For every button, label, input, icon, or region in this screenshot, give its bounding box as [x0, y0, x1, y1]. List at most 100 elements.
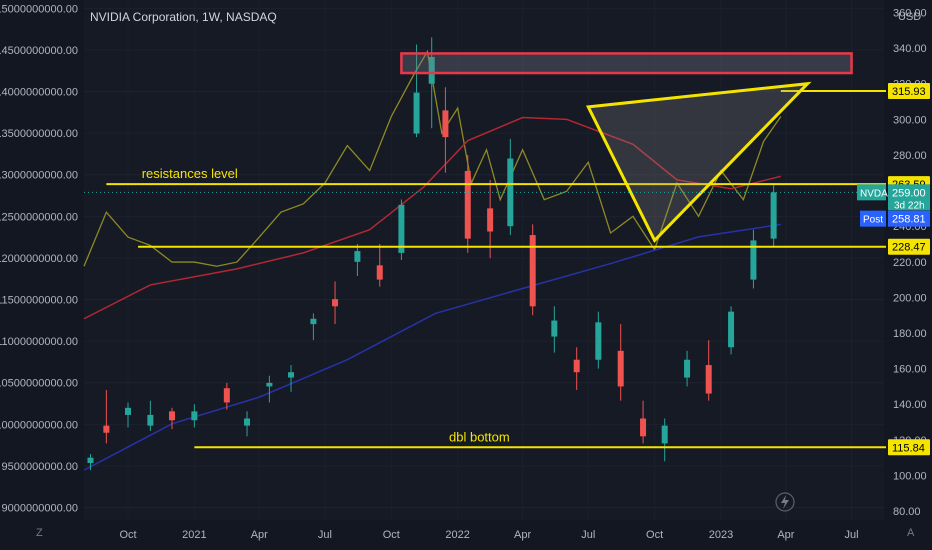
- left-tick-label: 14500000000.00: [0, 45, 78, 57]
- candle-body: [428, 56, 435, 84]
- left-tick-label: 11000000000.00: [0, 336, 78, 348]
- candle-body: [87, 457, 94, 464]
- bar-countdown: 3d 22h: [894, 200, 925, 211]
- right-tick-label: 80.00: [893, 506, 921, 518]
- candle-body: [487, 208, 494, 232]
- candle-body: [147, 414, 154, 426]
- left-tick-label: 14000000000.00: [0, 87, 78, 99]
- candle-body: [464, 170, 471, 239]
- right-tick-label: 360.00: [893, 7, 927, 19]
- moving-average-red-line: [83, 116, 782, 320]
- candle-body: [684, 359, 691, 378]
- double-bottom-label: dbl bottom: [449, 429, 510, 444]
- left-tick-label: 13500000000.00: [0, 128, 78, 140]
- candle-body: [125, 407, 132, 415]
- candle-body: [507, 158, 514, 227]
- corner-left-label[interactable]: Z: [36, 527, 43, 539]
- left-tick-label: 12000000000.00: [0, 253, 78, 265]
- left-tick-label: 15000000000.00: [0, 3, 78, 15]
- right-tick-label: 220.00: [893, 257, 927, 269]
- candle-body: [750, 240, 757, 280]
- x-tick-label: Oct: [383, 529, 400, 541]
- left-tick-label: 13000000000.00: [0, 170, 78, 182]
- candle-body: [728, 311, 735, 348]
- candle-body: [191, 411, 198, 421]
- x-axis[interactable]: Oct 2021 Apr Jul Oct 2022 Apr Jul Oct 2023 Apr Jul: [119, 529, 858, 541]
- candle-body: [442, 110, 449, 138]
- left-tick-label: 10000000000.00: [0, 419, 78, 431]
- left-tick-label: 9000000000.00: [2, 503, 78, 515]
- post-label-bg: [860, 210, 886, 227]
- candle-body: [595, 322, 602, 360]
- x-tick-label: 2022: [445, 529, 469, 541]
- candle-body: [332, 299, 339, 307]
- left-tick-label: 11500000000.00: [0, 295, 78, 307]
- candle-body: [288, 372, 295, 378]
- candle-body: [770, 192, 777, 239]
- right-tick-label: 160.00: [893, 364, 927, 376]
- candle-body: [617, 350, 624, 387]
- x-tick-label: Oct: [119, 529, 136, 541]
- resistance-label: resistances level: [142, 166, 238, 181]
- x-tick-label: Jul: [581, 529, 595, 541]
- post-price-value: 258.81: [892, 214, 926, 226]
- olive-series: [83, 49, 782, 267]
- candle-body: [398, 204, 405, 253]
- price-tag-res-top: 315.93: [892, 86, 926, 98]
- candle-body: [573, 359, 580, 373]
- x-tick-label: Apr: [777, 529, 794, 541]
- candle-body: [413, 92, 420, 134]
- right-tick-label: 200.00: [893, 292, 927, 304]
- candle-body: [169, 411, 176, 421]
- symbol-tag: NVDA: [860, 188, 888, 199]
- price-tag-support-mid-bg: [888, 238, 930, 255]
- candle-body: [529, 235, 536, 307]
- candle-body: [223, 388, 230, 403]
- last-price-bg: [888, 184, 930, 211]
- x-tick-label: Apr: [251, 529, 268, 541]
- currency-label: USD: [898, 11, 921, 23]
- right-tick-label: 280.00: [893, 150, 927, 162]
- drawings[interactable]: [106, 52, 886, 449]
- x-tick-label: Apr: [514, 529, 531, 541]
- corner-right-label[interactable]: A: [907, 527, 915, 539]
- candle-body: [640, 418, 647, 437]
- x-tick-label: Jul: [318, 529, 332, 541]
- candle-body: [661, 425, 668, 444]
- moving-average-red: [83, 116, 782, 320]
- price-tag-res-top-bg: [888, 82, 930, 99]
- x-tick-label: 2023: [709, 529, 733, 541]
- x-tick-label: 2021: [182, 529, 206, 541]
- price-tag-support-mid: 228.47: [892, 242, 926, 254]
- left-tick-label: 10500000000.00: [0, 378, 78, 390]
- triangle-drawing: [585, 81, 812, 243]
- chart-title: NVIDIA Corporation, 1W, NASDAQ: [90, 10, 277, 24]
- supply-zone-box: [400, 52, 853, 75]
- x-tick-label: Jul: [845, 529, 859, 541]
- price-tag-support-low: 115.84: [892, 442, 925, 454]
- post-price-bg: [888, 210, 930, 227]
- post-label: Post: [863, 215, 883, 226]
- candle-body: [354, 251, 361, 262]
- symbol-tag-bg: [857, 184, 886, 201]
- right-tick-label: 100.00: [893, 470, 927, 482]
- candle-body: [310, 318, 317, 325]
- left-axis[interactable]: 15000000000.00 14500000000.00 14000000000.…: [0, 3, 78, 514]
- candle-body: [551, 320, 558, 337]
- left-tick-label: 12500000000.00: [0, 211, 78, 223]
- candle-body: [266, 382, 273, 387]
- right-tick-label: 140.00: [893, 399, 927, 411]
- right-tick-label: 180.00: [893, 328, 927, 340]
- lightning-icon[interactable]: [775, 492, 795, 512]
- candle-body: [705, 365, 712, 394]
- left-tick-label: 9500000000.00: [2, 461, 78, 473]
- olive-series-line: [83, 49, 782, 267]
- x-tick-label: Oct: [646, 529, 663, 541]
- price-tag-support-low-bg: [888, 439, 930, 456]
- last-price-value: 259.00: [892, 187, 926, 199]
- right-tick-label: 340.00: [893, 43, 927, 55]
- candle-body: [376, 265, 383, 280]
- candle-body: [103, 425, 110, 433]
